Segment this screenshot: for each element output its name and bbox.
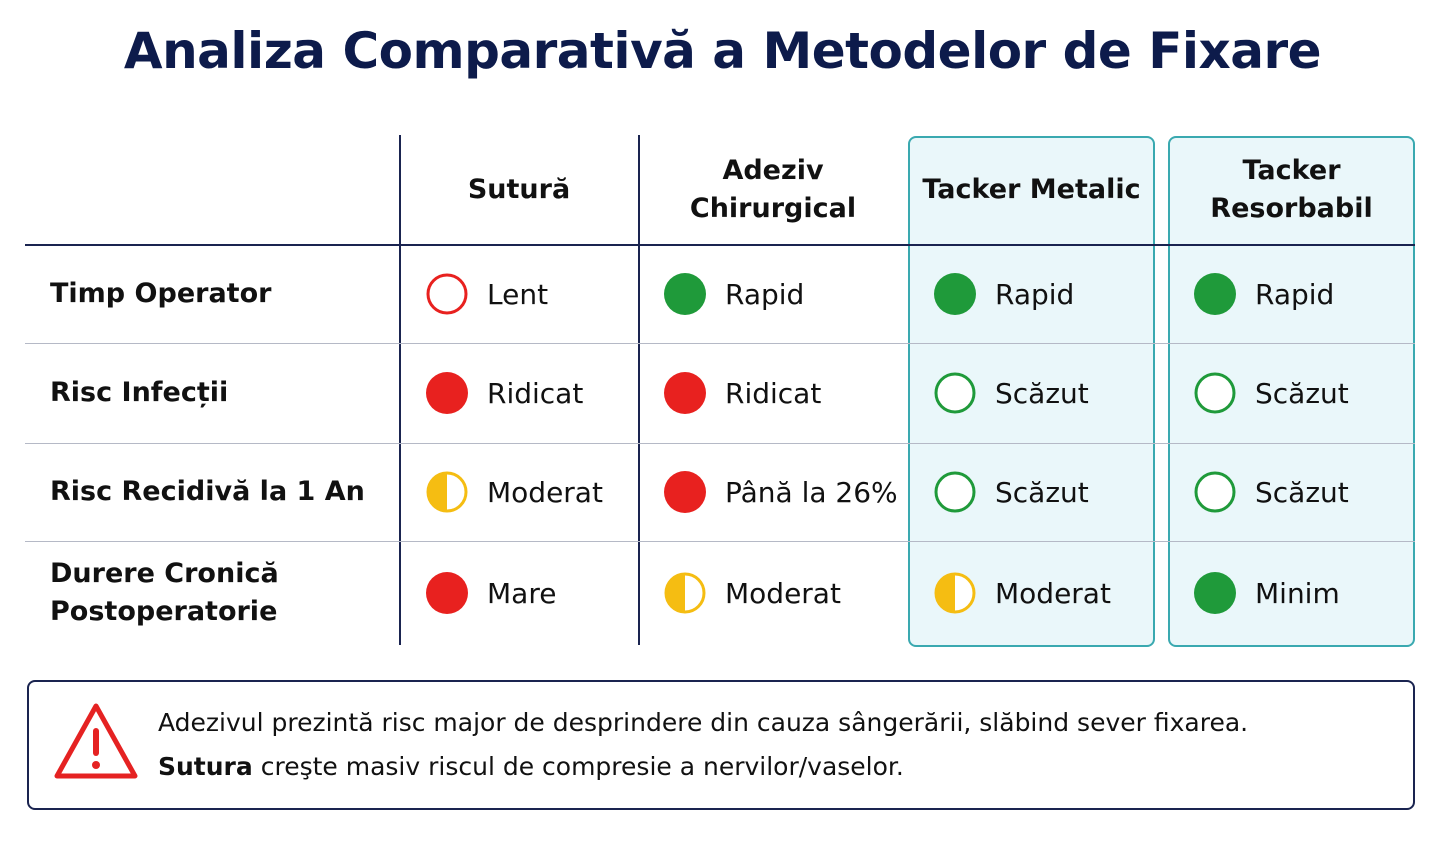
cell: Ridicat bbox=[663, 343, 821, 443]
status-icon bbox=[426, 372, 468, 414]
cell-text: Moderat bbox=[725, 576, 841, 610]
cell-text: Mare bbox=[487, 576, 557, 610]
status-icon bbox=[664, 471, 706, 513]
status-icon bbox=[426, 471, 468, 513]
cell-text: Moderat bbox=[487, 475, 603, 509]
cell-text: Scăzut bbox=[1255, 475, 1349, 509]
cell: Rapid bbox=[1193, 245, 1334, 343]
header-line bbox=[25, 244, 1415, 246]
status-icon bbox=[1194, 273, 1236, 315]
cell: Scăzut bbox=[1193, 343, 1349, 443]
warning-icon bbox=[54, 703, 138, 779]
cell: Rapid bbox=[663, 245, 804, 343]
notice-box bbox=[27, 680, 1415, 810]
row-divider bbox=[25, 541, 1415, 542]
status-icon bbox=[934, 471, 976, 513]
status-icon bbox=[1194, 372, 1236, 414]
notice-text: creşte masiv riscul de compresie a nervi… bbox=[260, 752, 904, 781]
cell: Mare bbox=[425, 541, 556, 645]
cell: Scăzut bbox=[933, 443, 1089, 541]
row-label: Timp Operator bbox=[50, 278, 272, 309]
column-divider bbox=[638, 135, 640, 645]
cell-text: Ridicat bbox=[725, 376, 822, 410]
column-header: Sutură bbox=[467, 174, 571, 205]
cell-text: Ridicat bbox=[487, 376, 584, 410]
title: Analiza Comparativă a Metodelor de Fixar… bbox=[123, 22, 1322, 80]
cell-text: Rapid bbox=[995, 277, 1075, 311]
status-icon bbox=[1194, 471, 1236, 513]
row-divider bbox=[25, 343, 1415, 344]
status-icon bbox=[934, 273, 976, 315]
notice-bold: Sutura bbox=[158, 752, 253, 781]
status-icon bbox=[934, 372, 976, 414]
cell: Minim bbox=[1193, 541, 1340, 645]
cell-text: Scăzut bbox=[995, 376, 1089, 410]
cell: Moderat bbox=[425, 443, 603, 541]
row-label: Risc Recidivă la 1 An bbox=[50, 476, 365, 507]
cell-text: Moderat bbox=[995, 576, 1111, 610]
cell-text: Minim bbox=[1255, 576, 1340, 610]
notice-line: Adezivul prezintă risc major de desprind… bbox=[158, 708, 1249, 737]
cell-text: Scăzut bbox=[1255, 376, 1349, 410]
column-divider bbox=[399, 135, 401, 645]
status-icon bbox=[664, 273, 706, 315]
status-icon bbox=[934, 572, 976, 614]
cell-text: Rapid bbox=[725, 277, 805, 311]
status-icon bbox=[426, 273, 468, 315]
status-icon bbox=[1194, 572, 1236, 614]
cell: Scăzut bbox=[933, 343, 1089, 443]
cell: Rapid bbox=[933, 245, 1074, 343]
status-icon bbox=[664, 372, 706, 414]
notice-line: Sutura creşte masiv riscul de compresie … bbox=[158, 752, 904, 781]
cell: Până la 26% bbox=[663, 443, 898, 541]
cell: Scăzut bbox=[1193, 443, 1349, 541]
cell: Moderat bbox=[663, 541, 841, 645]
cell: Ridicat bbox=[425, 343, 583, 443]
cell-text: Până la 26% bbox=[725, 475, 898, 509]
column-header: Adeziv Chirurgical bbox=[689, 155, 857, 224]
cell-text: Lent bbox=[487, 277, 549, 311]
row-divider bbox=[25, 443, 1415, 444]
column-header: Tacker Metalic bbox=[922, 174, 1141, 205]
row-label: Durere Cronică Postoperatorie bbox=[50, 558, 279, 627]
cell-text: Scăzut bbox=[995, 475, 1089, 509]
column-header: Tacker Resorbabil bbox=[1210, 155, 1373, 224]
status-icon bbox=[426, 572, 468, 614]
status-icon bbox=[664, 572, 706, 614]
cell: Moderat bbox=[933, 541, 1111, 645]
cell: Lent bbox=[425, 245, 548, 343]
cell-text: Rapid bbox=[1255, 277, 1335, 311]
row-label: Risc Infecții bbox=[50, 377, 229, 408]
